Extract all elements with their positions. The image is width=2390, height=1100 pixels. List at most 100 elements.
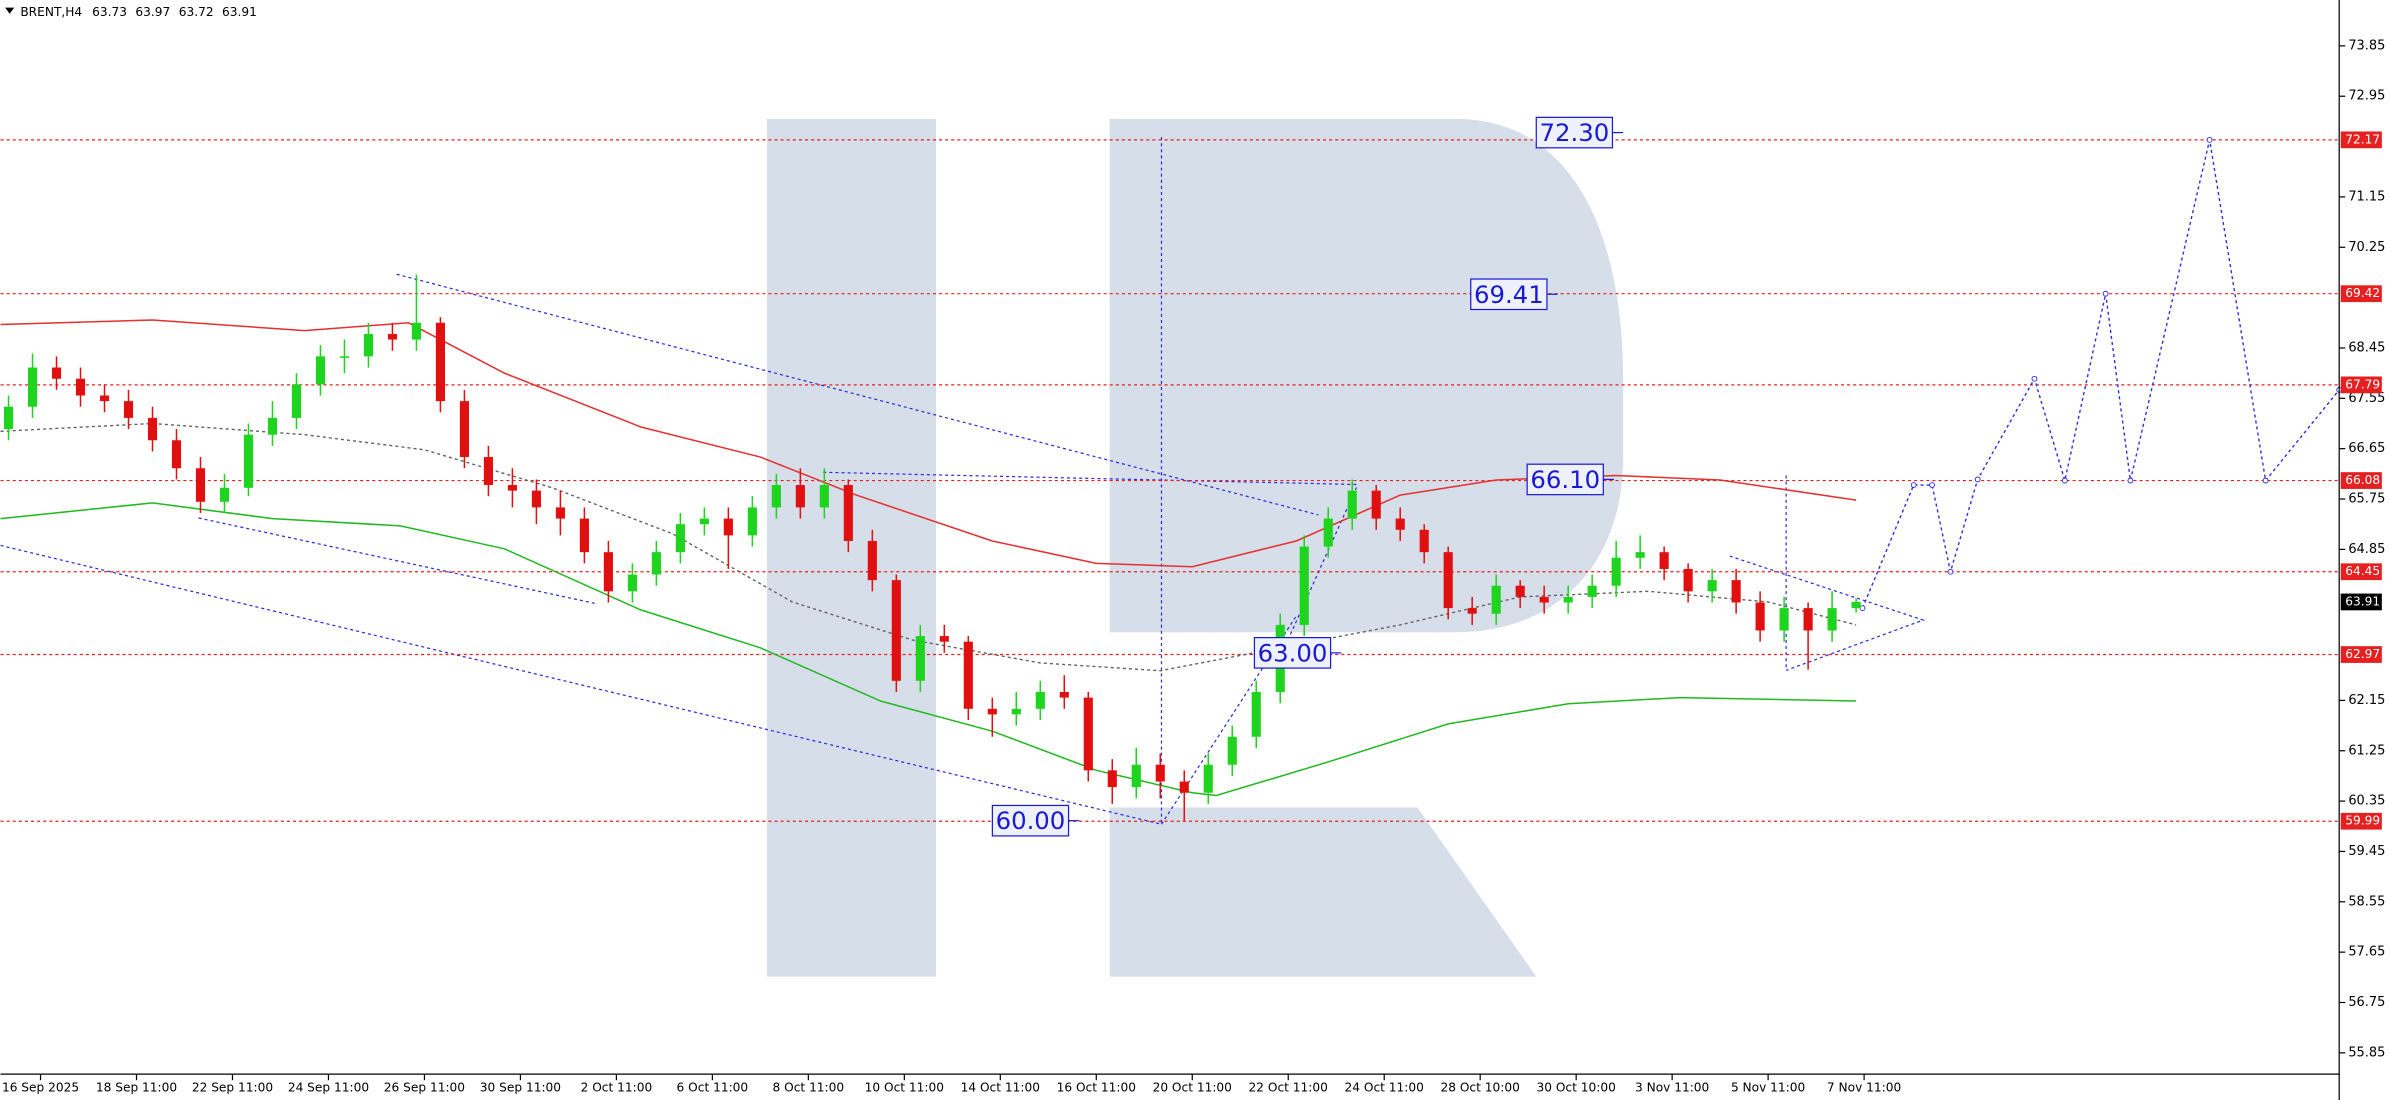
candle-body	[579, 518, 589, 553]
candle-body	[891, 580, 901, 681]
level-label: 64.45	[2345, 564, 2380, 578]
forecast-point	[2206, 136, 2213, 143]
candle-body	[387, 333, 398, 340]
candle-body	[1203, 764, 1213, 793]
level-label-bg	[2340, 472, 2382, 489]
forecast-point	[1859, 605, 1866, 611]
x-tick-label: 30 Sep 11:00	[480, 1080, 561, 1094]
candle-body	[267, 417, 278, 435]
x-tick-label: 18 Sep 11:00	[96, 1080, 177, 1094]
y-tick-label: 72.95	[2348, 89, 2385, 104]
x-tick-label: 28 Oct 10:00	[1441, 1080, 1520, 1094]
y-tick-label: 70.25	[2348, 240, 2385, 255]
candle-body	[1563, 596, 1573, 603]
level-label-bg	[2340, 285, 2382, 303]
x-tick-label: 6 Oct 11:00	[677, 1080, 749, 1094]
candle-body	[243, 434, 254, 488]
y-tick-label: 68.45	[2348, 340, 2385, 355]
candle-body	[1635, 552, 1645, 558]
y-tick-label: 61.25	[2348, 743, 2385, 758]
candle-body	[3, 406, 14, 430]
x-tick-label: 16 Oct 11:00	[1057, 1080, 1136, 1094]
forecast-point	[1910, 482, 1917, 488]
candle-body	[867, 540, 877, 581]
y-tick-label: 59.45	[2348, 844, 2385, 859]
level-label: 72.17	[2345, 132, 2380, 146]
x-tick-label: 14 Oct 11:00	[961, 1080, 1040, 1094]
candle-body	[459, 401, 470, 458]
candle-body	[651, 552, 661, 575]
candle-body	[1395, 518, 1405, 530]
candle-body	[939, 636, 949, 642]
header-value: 63.72	[179, 5, 214, 19]
candle-body	[723, 518, 733, 536]
candle-body	[1347, 490, 1357, 519]
candle-body	[1419, 529, 1429, 553]
forecast-line	[1861, 139, 2340, 609]
y-tick-label: 64.85	[2348, 542, 2385, 557]
level-label-bg	[2340, 131, 2382, 149]
candle-body	[75, 378, 86, 396]
candle-body	[99, 395, 110, 402]
candle-body	[531, 490, 541, 508]
x-tick-label: 24 Sep 11:00	[288, 1080, 369, 1094]
candle-body	[987, 708, 997, 715]
x-tick-label: 30 Oct 10:00	[1536, 1080, 1615, 1094]
candle-body	[1059, 692, 1069, 698]
candle-body	[1539, 596, 1549, 603]
x-tick-label: 3 Nov 11:00	[1635, 1080, 1709, 1094]
candle-body	[1107, 770, 1117, 788]
x-tick-label: 20 Oct 11:00	[1153, 1080, 1232, 1094]
candle-body	[315, 356, 326, 385]
candle-body	[51, 367, 62, 379]
level-label-bg	[2340, 812, 2382, 830]
level-label: 66.08	[2345, 473, 2380, 487]
price-label-bg	[2340, 593, 2382, 611]
candle-body	[795, 485, 805, 508]
candle-body	[1083, 697, 1093, 771]
level-label: 62.97	[2345, 647, 2380, 661]
candle-body	[435, 322, 446, 402]
forecast-point	[2262, 477, 2269, 484]
candle-body	[915, 636, 925, 681]
forecast-point	[2127, 477, 2134, 484]
x-tick-label: 24 Oct 11:00	[1345, 1080, 1424, 1094]
candle-body	[1323, 518, 1333, 547]
candle-body	[1611, 557, 1621, 586]
candle-body	[147, 417, 158, 441]
forecast-point	[2031, 375, 2038, 382]
candle-body	[1731, 580, 1741, 603]
header-value: 63.97	[135, 5, 170, 19]
annotation-label: 69.41	[1474, 280, 1544, 309]
candle-body	[507, 485, 517, 491]
candle-body	[843, 485, 853, 541]
y-tick-label: 65.75	[2348, 492, 2385, 507]
candle-body	[411, 322, 422, 340]
y-tick-label: 55.85	[2348, 1045, 2385, 1060]
level-label-bg	[2340, 376, 2382, 394]
forecast-point	[1974, 476, 1981, 483]
candle-body	[1659, 552, 1669, 569]
x-tick-label: 10 Oct 11:00	[865, 1080, 944, 1094]
candle-body	[1011, 708, 1021, 715]
level-label: 69.42	[2345, 286, 2380, 300]
candle-body	[1803, 608, 1813, 631]
x-tick-label: 16 Sep 2025	[2, 1080, 79, 1094]
watermark	[766, 118, 1624, 977]
annotation-label: 66.10	[1530, 465, 1600, 494]
menu-arrow	[5, 7, 15, 14]
y-tick-label: 57.65	[2348, 945, 2385, 960]
forecast-point	[1929, 482, 1935, 488]
candle-body	[1827, 608, 1837, 631]
forecast-point	[2102, 290, 2109, 297]
level-label-bg	[2340, 563, 2382, 581]
candle-body	[1851, 601, 1861, 609]
candle-body	[1251, 692, 1261, 737]
candle-body	[195, 468, 206, 502]
candle-body	[363, 333, 374, 357]
x-tick-label: 5 Nov 11:00	[1731, 1080, 1805, 1094]
y-tick-label: 71.15	[2348, 189, 2385, 204]
annotation-box	[1253, 637, 1332, 669]
y-tick-label: 67.55	[2348, 391, 2385, 406]
x-tick-label: 7 Nov 11:00	[1827, 1080, 1901, 1094]
